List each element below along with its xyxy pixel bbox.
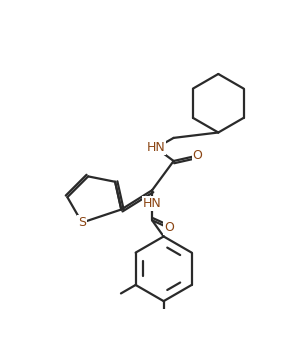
Text: S: S [78,216,86,229]
Text: O: O [164,221,174,235]
Text: HN: HN [143,197,161,210]
Text: O: O [193,149,202,162]
Text: HN: HN [147,141,165,154]
